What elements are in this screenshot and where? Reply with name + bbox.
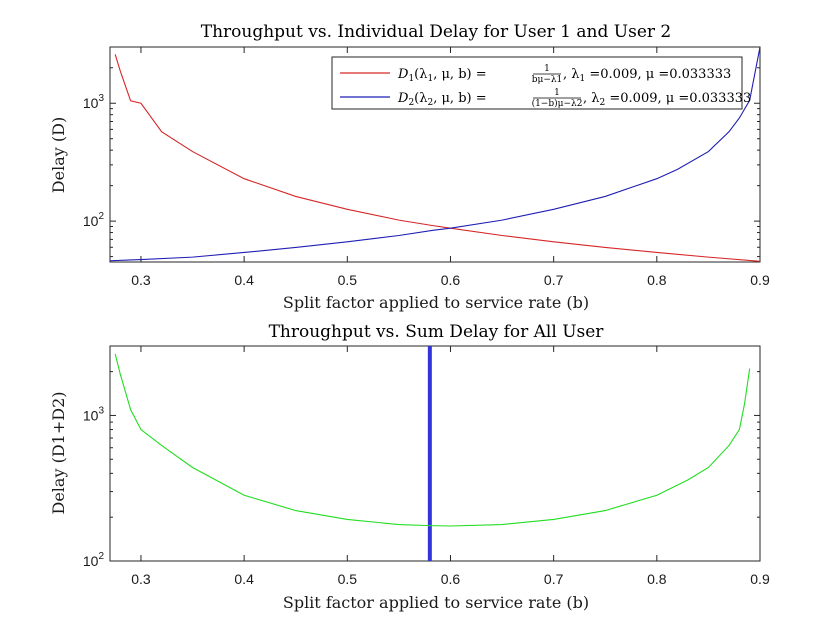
bottom-plot-area	[109, 345, 761, 562]
legend-1-tail_sub: 1	[580, 74, 586, 84]
legend-box	[331, 56, 743, 110]
bottom-y-tick-base: 10	[83, 407, 99, 423]
top-y-tick-base: 10	[83, 213, 99, 229]
top-series-d1-line	[114, 54, 760, 262]
legend-1-frac-den: bμ−λ1	[532, 75, 563, 85]
top-x-tick-label: 0.3	[131, 272, 151, 288]
top-x-tick-label: 0.7	[544, 272, 564, 288]
legend-label-1: D1(λ1, μ, b) =	[397, 67, 487, 84]
bottom-y-tick-base: 10	[83, 553, 99, 569]
bottom-x-tick-label: 0.5	[338, 571, 358, 587]
bottom-chart-title: Throughput vs. Sum Delay for All User	[269, 322, 605, 342]
legend-1-sub: 1	[408, 74, 414, 84]
legend-2-tail_sub: 2	[600, 98, 606, 108]
top-y-axis-label: Delay (D)	[49, 117, 68, 193]
top-y-tick-label: 102	[83, 211, 105, 229]
bottom-y-tick-label: 103	[83, 405, 105, 423]
top-y-tick-label: 103	[83, 93, 105, 111]
top-legend: D1(λ1, μ, b) = 1bμ−λ1, λ1 =0.009, μ =0.03…	[331, 56, 751, 110]
bottom-x-axis-label: Split factor applied to service rate (b)	[283, 593, 589, 612]
bottom-y-axis-label: Delay (D1+D2)	[49, 392, 68, 515]
legend-1-frac-num: 1	[544, 64, 550, 74]
top-x-axis-label: Split factor applied to service rate (b)	[283, 293, 589, 312]
legend-label-2: D2(λ2, μ, b) =	[397, 91, 487, 108]
top-chart-title: Throughput vs. Individual Delay for User…	[201, 22, 671, 42]
bottom-y-tick-exponent: 2	[98, 551, 104, 562]
top-x-tick-label: 0.8	[647, 272, 667, 288]
legend-2-frac-num: 1	[554, 88, 560, 98]
bottom-y-tick-exponent: 3	[98, 405, 104, 416]
bottom-subplot: Throughput vs. Sum Delay for All User 0.…	[49, 322, 770, 612]
legend-2-tail_rest: =0.009, μ =0.033333	[605, 91, 751, 106]
legend-1-args: (λ	[414, 67, 427, 82]
top-series-group	[110, 47, 760, 262]
legend-1-tail_rest: =0.009, μ =0.033333	[585, 67, 731, 82]
legend-2-frac-den: (1−b)μ−λ2	[532, 98, 583, 109]
legend-2-lhs: D	[397, 91, 409, 106]
legend-2-tail: , λ	[583, 91, 600, 106]
bottom-x-tick-label: 0.7	[544, 571, 564, 587]
bottom-x-tick-label: 0.4	[234, 571, 254, 587]
top-x-tick-label: 0.4	[234, 272, 254, 288]
legend-2-args: (λ	[414, 91, 427, 106]
legend-2-sub: 2	[408, 98, 414, 108]
top-x-tick-label: 0.9	[750, 272, 770, 288]
legend-1-args_rest: , μ, b) =	[433, 67, 486, 82]
top-x-tick-label: 0.5	[338, 272, 358, 288]
bottom-x-tick-label: 0.3	[131, 571, 151, 587]
bottom-y-tick-label: 102	[83, 551, 105, 569]
top-series-d2-line	[110, 47, 760, 262]
bottom-x-tick-label: 0.6	[441, 571, 461, 587]
top-y-tick-exponent: 3	[98, 93, 104, 104]
top-y-tick-base: 10	[83, 95, 99, 111]
legend-1-params: , λ1 =0.009, μ =0.033333	[563, 67, 731, 84]
bottom-series-group	[114, 346, 751, 561]
legend-2-args_rest: , μ, b) =	[433, 91, 486, 106]
top-subplot: Throughput vs. Individual Delay for User…	[49, 22, 770, 312]
legend-2-params: , λ2 =0.009, μ =0.033333	[583, 91, 751, 108]
legend-1-lhs: D	[397, 67, 409, 82]
legend-1-tail: , λ	[563, 67, 580, 82]
bottom-x-tick-label: 0.8	[647, 571, 667, 587]
legend-1-args_sub: 1	[427, 74, 433, 84]
bottom-x-tick-label: 0.9	[750, 571, 770, 587]
top-y-tick-exponent: 2	[98, 211, 104, 222]
bottom-series-sum-line	[114, 353, 751, 527]
legend-2-args_sub: 2	[427, 98, 433, 108]
top-x-tick-label: 0.6	[441, 272, 461, 288]
